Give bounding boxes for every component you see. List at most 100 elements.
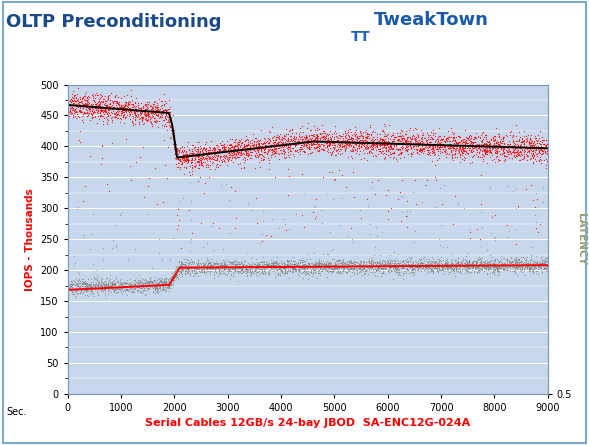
Point	[100, 282, 109, 289]
Point	[277, 135, 287, 142]
Point	[538, 140, 548, 147]
Point	[380, 258, 390, 265]
Point	[145, 113, 155, 120]
Point	[324, 262, 333, 269]
Point	[181, 149, 191, 156]
Point	[237, 138, 246, 146]
Point	[336, 146, 346, 153]
Point	[494, 138, 503, 145]
Point	[233, 148, 242, 155]
Point	[105, 96, 115, 103]
Point	[439, 132, 449, 139]
Point	[69, 280, 78, 287]
Point	[385, 268, 394, 275]
Point	[491, 265, 500, 272]
Point	[478, 260, 488, 267]
Point	[366, 148, 376, 155]
Point	[444, 136, 453, 143]
Point	[509, 263, 519, 270]
Point	[95, 285, 105, 292]
Point	[519, 127, 529, 134]
Point	[428, 259, 438, 266]
Point	[439, 267, 448, 274]
Point	[181, 155, 191, 162]
Point	[473, 264, 482, 271]
Point	[252, 145, 261, 152]
Point	[128, 121, 138, 129]
Point	[382, 132, 391, 139]
Point	[355, 261, 365, 268]
Point	[231, 142, 241, 149]
Point	[346, 265, 355, 272]
Point	[369, 138, 378, 145]
Point	[127, 108, 136, 115]
Point	[231, 151, 241, 158]
Point	[460, 148, 469, 155]
Point	[263, 139, 272, 146]
Point	[252, 264, 262, 271]
Point	[174, 267, 183, 275]
Point	[185, 261, 194, 268]
Point	[541, 262, 550, 269]
Point	[168, 130, 178, 138]
Point	[152, 100, 161, 107]
Point	[359, 260, 368, 267]
Point	[373, 150, 383, 158]
Point	[193, 264, 202, 271]
Point	[70, 109, 79, 116]
Point	[462, 135, 471, 142]
Point	[388, 150, 397, 157]
Point	[141, 277, 151, 284]
Point	[350, 264, 359, 271]
Point	[71, 289, 81, 296]
Point	[369, 258, 379, 265]
Point	[280, 154, 289, 161]
Point	[459, 138, 469, 146]
Point	[379, 150, 388, 157]
Point	[437, 142, 446, 149]
Point	[375, 263, 384, 270]
Point	[451, 141, 460, 148]
Point	[449, 136, 459, 143]
Point	[252, 144, 262, 151]
Point	[317, 121, 327, 129]
Point	[461, 261, 471, 268]
Point	[176, 161, 186, 168]
Point	[216, 147, 226, 154]
Point	[393, 135, 403, 142]
Point	[301, 261, 310, 268]
Point	[117, 103, 126, 110]
Point	[428, 269, 437, 276]
Point	[102, 118, 112, 125]
Point	[104, 279, 113, 286]
Point	[411, 263, 421, 270]
Point	[161, 280, 171, 287]
Point	[266, 264, 276, 271]
Point	[120, 104, 129, 111]
Point	[240, 261, 249, 268]
Point	[394, 136, 403, 143]
Point	[377, 273, 386, 280]
Point	[531, 265, 541, 272]
Point	[375, 147, 384, 154]
Point	[427, 134, 436, 142]
Point	[72, 101, 82, 108]
Point	[326, 134, 336, 141]
Point	[506, 150, 515, 157]
Point	[303, 263, 313, 271]
Point	[416, 263, 425, 271]
Point	[439, 263, 448, 270]
Point	[196, 144, 206, 151]
Point	[180, 267, 190, 274]
Point	[81, 182, 90, 190]
Point	[378, 140, 388, 147]
Point	[119, 111, 128, 118]
Point	[405, 269, 414, 276]
Point	[255, 263, 264, 270]
Point	[446, 261, 455, 268]
Point	[223, 146, 233, 153]
Point	[214, 266, 224, 273]
Point	[479, 268, 489, 275]
Point	[219, 262, 229, 269]
Point	[498, 263, 508, 270]
